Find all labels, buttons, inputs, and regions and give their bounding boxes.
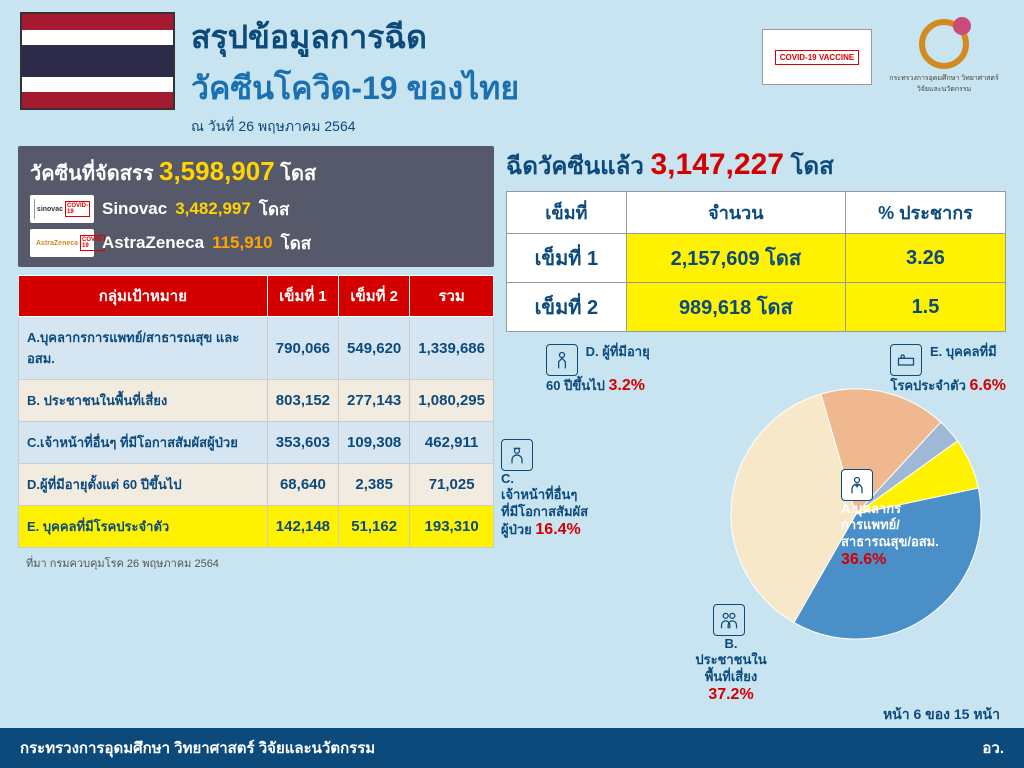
- table-row: C.เจ้าหน้าที่อื่นๆ ที่มีโอกาสสัมผัสผู้ป่…: [19, 422, 494, 464]
- footer-left: กระทรวงการอุดมศึกษา วิทยาศาสตร์ วิจัยและ…: [20, 736, 375, 760]
- patient-icon: [890, 344, 922, 376]
- allocation-title: วัคซีนที่จัดสรร 3,598,907 โดส: [30, 156, 482, 189]
- alloc-unit: โดส: [280, 163, 316, 185]
- vaccine-vial-icon: COVID-19 VACCINE: [762, 29, 872, 85]
- th-d1: เข็มที่ 1: [267, 276, 338, 317]
- sinovac-unit: โดส: [259, 196, 290, 223]
- footer-right: อว.: [982, 736, 1004, 760]
- table-row: E. บุคคลที่มีโรคประจำตัว142,14851,162193…: [19, 506, 494, 548]
- sinovac-label: Sinovac: [102, 199, 167, 219]
- people-icon: [713, 604, 745, 636]
- pie-chart-area: D. ผู้ที่มีอายุ60 ปีขึ้นไป 3.2% E. บุคคล…: [506, 344, 1006, 704]
- dose-table: เข็มที่ จำนวน % ประชากร เข็มที่ 12,157,6…: [506, 191, 1006, 332]
- elderly-icon: [546, 344, 578, 376]
- dose-prefix: ฉีดวัคซีนแล้ว: [506, 153, 644, 180]
- alloc-value: 3,598,907: [159, 156, 275, 186]
- footer: กระทรวงการอุดมศึกษา วิทยาศาสตร์ วิจัยและ…: [0, 728, 1024, 768]
- title-line2: วัคซีนโควิด-19 ของไทย: [191, 63, 746, 114]
- az-row: AstraZenecaCOVID-19 AstraZeneca 115,910 …: [30, 229, 482, 257]
- dose-value: 3,147,227: [650, 148, 783, 181]
- th-total: รวม: [410, 276, 494, 317]
- title-line1: สรุปข้อมูลการฉีด: [191, 12, 746, 63]
- table-row: D.ผู้ที่มีอายุตั้งแต่ 60 ปีขึ้นไป68,6402…: [19, 464, 494, 506]
- header-right: COVID-19 VACCINE กระทรวงการอุดมศึกษา วิท…: [762, 12, 1004, 102]
- az-unit: โดส: [281, 230, 312, 257]
- callout-b: B.ประชาชนในพื้นที่เสี่ยง37.2%: [661, 604, 801, 705]
- title-block: สรุปข้อมูลการฉีด วัคซีนโควิด-19 ของไทย ณ…: [191, 12, 746, 138]
- sinovac-row: sinovacCOVID-19 Sinovac 3,482,997 โดส: [30, 195, 482, 223]
- callout-c: C.เจ้าหน้าที่อื่นๆที่มีโอกาสสัมผัสผู้ป่ว…: [501, 439, 641, 540]
- doctor-icon: [841, 469, 873, 501]
- th-group: กลุ่มเป้าหมาย: [19, 276, 268, 317]
- dth-dose: เข็มที่: [507, 192, 627, 234]
- page-indicator: หน้า 6 ของ 15 หน้า: [883, 704, 1000, 726]
- table-row: เข็มที่ 2989,618 โดส1.5: [507, 283, 1006, 332]
- left-column: วัคซีนที่จัดสรร 3,598,907 โดส sinovacCOV…: [18, 146, 494, 704]
- table-row: เข็มที่ 12,157,609 โดส3.26: [507, 234, 1006, 283]
- az-value: 115,910: [212, 233, 273, 253]
- alloc-prefix: วัคซีนที่จัดสรร: [30, 163, 153, 185]
- target-table: กลุ่มเป้าหมาย เข็มที่ 1 เข็มที่ 2 รวม A.…: [18, 275, 494, 548]
- right-column: ฉีดวัคซีนแล้ว 3,147,227 โดส เข็มที่ จำนว…: [506, 146, 1006, 704]
- source-text: ที่มา กรมควบคุมโรค 26 พฤษภาคม 2564: [18, 554, 494, 572]
- vaccine-label: COVID-19 VACCINE: [775, 50, 860, 65]
- az-label: AstraZeneca: [102, 233, 204, 253]
- main: วัคซีนที่จัดสรร 3,598,907 โดส sinovacCOV…: [0, 146, 1024, 704]
- infographic-root: สรุปข้อมูลการฉีด วัคซีนโควิด-19 ของไทย ณ…: [0, 0, 1024, 768]
- sinovac-value: 3,482,997: [175, 199, 251, 219]
- dth-count: จำนวน: [626, 192, 845, 234]
- dose-title: ฉีดวัคซีนแล้ว 3,147,227 โดส: [506, 146, 1006, 185]
- header: สรุปข้อมูลการฉีด วัคซีนโควิด-19 ของไทย ณ…: [0, 0, 1024, 146]
- table-row: A.บุคลากรการแพทย์/สาธารณสุข และ อสม.790,…: [19, 317, 494, 380]
- table-row: B. ประชาชนในพื้นที่เสี่ยง803,152277,1431…: [19, 380, 494, 422]
- callout-e: E. บุคคลที่มีโรคประจำตัว 6.6%: [890, 344, 1006, 396]
- dth-pct: % ประชากร: [845, 192, 1005, 234]
- thailand-flag-icon: [20, 12, 175, 110]
- ministry-logo-icon: กระทรวงการอุดมศึกษา วิทยาศาสตร์ วิจัยและ…: [884, 12, 1004, 102]
- allocation-box: วัคซีนที่จัดสรร 3,598,907 โดส sinovacCOV…: [18, 146, 494, 267]
- th-d2: เข็มที่ 2: [339, 276, 410, 317]
- officer-icon: [501, 439, 533, 471]
- dose-unit: โดส: [791, 153, 834, 180]
- callout-a: A.บุคลากรการแพทย์/สาธารณสุข/อสม.36.6%: [841, 469, 971, 570]
- logo-text: กระทรวงการอุดมศึกษา วิทยาศาสตร์ วิจัยและ…: [884, 73, 1004, 95]
- date-line: ณ วันที่ 26 พฤษภาคม 2564: [191, 116, 746, 138]
- az-vial-icon: AstraZenecaCOVID-19: [30, 229, 94, 257]
- sinovac-vial-icon: sinovacCOVID-19: [30, 195, 94, 223]
- callout-d: D. ผู้ที่มีอายุ60 ปีขึ้นไป 3.2%: [546, 344, 650, 396]
